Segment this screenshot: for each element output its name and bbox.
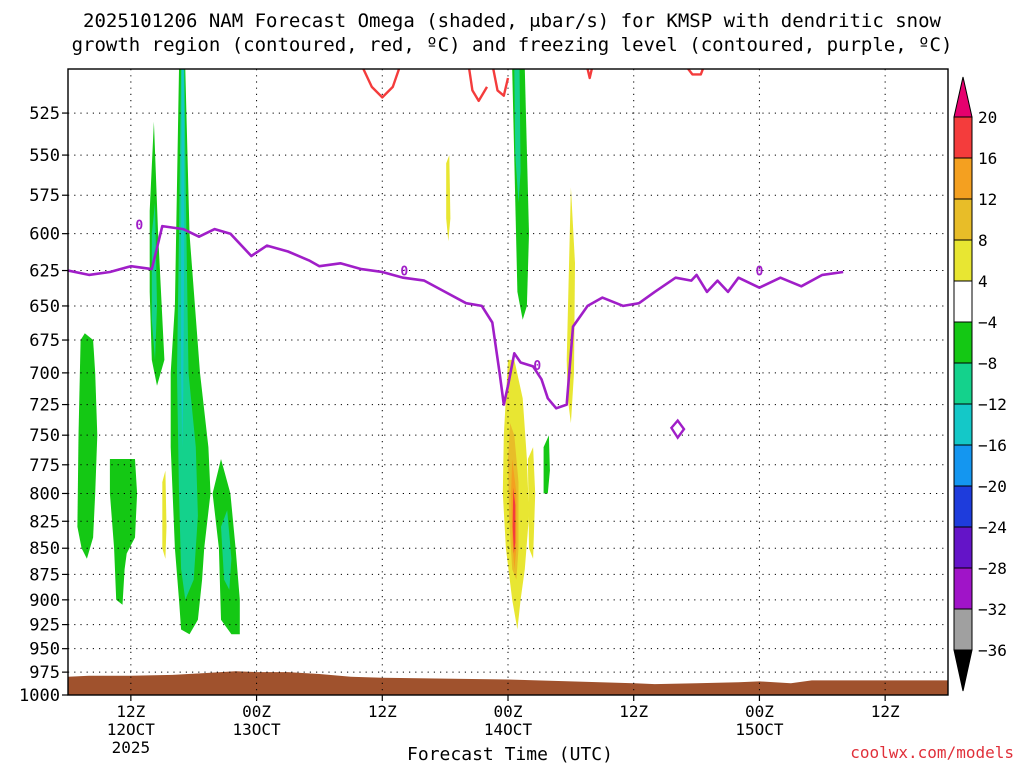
y-tick-label: 700 (29, 364, 60, 384)
colorbar-swatch (953, 362, 973, 405)
y-tick-label: 825 (29, 512, 60, 532)
omega-region (221, 510, 232, 590)
colorbar-tick-label: 12 (978, 190, 997, 209)
contour-label: 0 (756, 265, 764, 280)
colorbar-tick-label: −24 (978, 518, 1007, 537)
freezing-level-closed-contour (669, 418, 686, 440)
x-tick-label: 00Z (745, 702, 774, 721)
y-tick-label: 725 (29, 396, 60, 416)
colorbar-swatch (953, 485, 973, 528)
omega-region (109, 459, 138, 605)
dendritic-growth-contour (687, 69, 705, 76)
y-tick-label: 900 (29, 591, 60, 611)
colorbar-swatch (953, 157, 973, 200)
colorbar-swatch (953, 321, 973, 364)
colorbar-swatch (953, 567, 973, 610)
colorbar-tick-label: −20 (978, 477, 1007, 496)
y-tick-label: 575 (29, 186, 60, 206)
y-tick-label: 925 (29, 616, 60, 636)
y-tick-label: 675 (29, 331, 60, 351)
contour-label: 0 (135, 219, 143, 234)
x-tick-label: 00Z (494, 702, 523, 721)
y-tick-label: 875 (29, 565, 60, 585)
x-tick-label: 14OCT (484, 720, 533, 739)
y-tick-label: 800 (29, 484, 60, 504)
freezing-level-contour (68, 224, 844, 410)
x-tick-label: 00Z (242, 702, 271, 721)
colorbar-tick-label: −12 (978, 395, 1007, 414)
colorbar-tick-label: −4 (978, 313, 997, 332)
terrain-polygon (68, 671, 948, 695)
y-tick-label: 600 (29, 225, 60, 245)
y-tick-label: 850 (29, 539, 60, 559)
grid-lines (68, 69, 948, 695)
colorbar-tick-label: −16 (978, 436, 1007, 455)
colorbar-swatch (953, 444, 973, 487)
y-tick-label: 750 (29, 426, 60, 446)
colorbar: 20 16 12 8 4 −4 −8 −12 −16 −20 −24 −28 −32 −36 (953, 76, 1007, 692)
contour-lines: 0 0 0 0 (68, 69, 844, 440)
colorbar-tick-label: 4 (978, 272, 988, 291)
dendritic-growth-contour (586, 69, 593, 80)
omega-region (512, 69, 529, 320)
omega-region (181, 69, 185, 448)
x-tick-label: 12OCT (107, 720, 156, 739)
y-tick-label: 950 (29, 640, 60, 660)
omega-region (543, 435, 550, 494)
omega-region (527, 447, 536, 559)
colorbar-swatch (953, 198, 973, 241)
y-tick-label: 975 (29, 663, 60, 683)
omega-shading (77, 69, 575, 635)
colorbar-swatch (953, 526, 973, 569)
y-tick-label: 550 (29, 146, 60, 166)
colorbar-tick-label: 20 (978, 108, 997, 127)
chart-title-line-1: 2025101206 NAM Forecast Omega (shaded, μ… (83, 10, 941, 32)
contour-label: 0 (400, 265, 408, 280)
y-tick-label: 525 (29, 104, 60, 124)
x-tick-label: 12Z (619, 702, 648, 721)
x-tick-label: 15OCT (735, 720, 784, 739)
y-axis: 525 550 575 600 625 650 675 700 725 750 775 800 825 8… (19, 104, 68, 706)
x-axis-label: Forecast Time (UTC) (407, 744, 613, 765)
y-tick-label: 650 (29, 297, 60, 317)
x-tick-label: 12Z (116, 702, 145, 721)
colorbar-swatch (953, 280, 973, 323)
x-tick-label: 13OCT (232, 720, 281, 739)
omega-region (446, 155, 451, 242)
colorbar-tick-label: −36 (978, 641, 1007, 660)
terrain-fill (68, 671, 948, 695)
colorbar-swatch (953, 608, 973, 651)
dendritic-growth-contour (362, 69, 401, 99)
contour-label: 0 (533, 359, 541, 374)
y-tick-label: 775 (29, 456, 60, 476)
colorbar-swatch (953, 403, 973, 446)
colorbar-tick-label: 8 (978, 231, 988, 250)
colorbar-tick-label: 16 (978, 149, 997, 168)
x-tick-label: 12Z (368, 702, 397, 721)
omega-region (512, 487, 516, 554)
colorbar-tick-label: −32 (978, 600, 1007, 619)
credit-text: coolwx.com/models (850, 743, 1014, 762)
y-tick-label: 625 (29, 262, 60, 282)
colorbar-tick-label: −8 (978, 354, 997, 373)
chart-title-line-2: growth region (contoured, red, ºC) and f… (71, 34, 953, 56)
x-tick-label: 12Z (871, 702, 900, 721)
omega-region (162, 470, 167, 559)
omega-region (77, 333, 98, 559)
colorbar-tick-label: −28 (978, 559, 1007, 578)
colorbar-top-arrow (953, 76, 973, 118)
x-tick-label: 2025 (112, 738, 151, 757)
omega-region (151, 203, 157, 360)
omega-region (514, 69, 521, 203)
colorbar-swatch (953, 116, 973, 159)
dendritic-growth-contour (468, 69, 489, 103)
colorbar-bottom-arrow (953, 649, 973, 692)
y-tick-label: 1000 (19, 686, 60, 706)
colorbar-swatch (953, 239, 973, 282)
dendritic-growth-contour (492, 69, 510, 97)
